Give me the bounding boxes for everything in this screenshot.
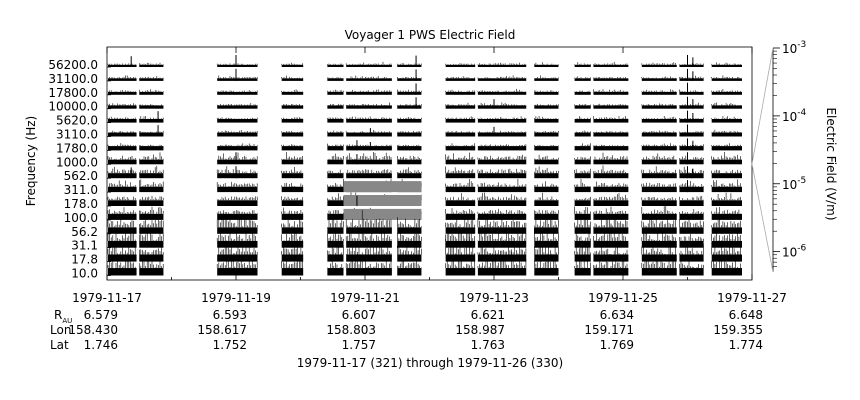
x-tick-label: 1979-11-23 [459,291,529,305]
x-axis: 1979-11-17 1979-11-19 1979-11-21 1979-11-23… [72,47,787,305]
ephemeris-value: 6.621 [471,308,505,322]
y-tick-label: 56200.0 [48,58,98,72]
y2-tick-label: 10-3 [782,40,806,56]
y2-axis-label: Electric Field (V/m) [824,107,838,220]
y2-axis: 10-3 10-4 10-5 10-6 [751,40,807,273]
channel-trace-10000_0 [107,102,742,109]
x-tick-label: 1979-11-17 [72,291,142,305]
y-tick-label: 17.8 [71,253,98,267]
channel-trace-178_0 [107,192,742,206]
ephemeris-value: 6.634 [600,308,634,322]
gray-band-100_0 [343,208,422,220]
ephemeris-value: 159.171 [584,323,634,337]
date-range-caption: 1979-11-17 (321) through 1979-11-26 (330… [297,356,563,370]
ephemeris-value: 159.355 [713,323,763,337]
ephemeris-value: 1.774 [729,338,763,352]
channel-trace-3110_0 [107,129,742,137]
y-tick-label: 31100.0 [48,72,98,86]
channel-trace-56200_0 [107,61,742,67]
y-tick-label: 562.0 [64,169,98,183]
channel-trace-10_0 [107,250,742,276]
channel-trace-31100_0 [107,75,742,81]
chart-title: Voyager 1 PWS Electric Field [345,28,516,42]
x-tick-label: 1979-11-27 [717,291,787,305]
y2-tick-label: 10-4 [782,108,807,124]
ephemeris-value: 158.430 [68,323,118,337]
ephemeris-value: 1.757 [342,338,376,352]
ephemeris-value: 1.746 [84,338,118,352]
y-tick-label: 56.2 [71,225,98,239]
ephemeris-table: RAULonLat6.579158.4301.7466.593158.6171.… [50,308,763,352]
y-tick-label: 3110.0 [56,128,98,142]
y-tick-label: 178.0 [64,197,98,211]
channel-trace-17800_0 [107,88,742,95]
channel-trace-5620_0 [107,116,742,123]
y-tick-label: 10000.0 [48,100,98,114]
channel-trace-31_1 [107,223,742,248]
ephemeris-value: 158.803 [326,323,376,337]
channel-trace-1780_0 [107,143,742,151]
y-axis-tick-labels: 56200.031100.017800.010000.05620.03110.0… [48,58,111,281]
ephemeris-value: 158.987 [455,323,505,337]
x-tick-label: 1979-11-19 [201,291,271,305]
y-tick-label: 311.0 [64,183,98,197]
channel-trace-17_8 [107,236,742,262]
y-tick-label: 10.0 [71,267,98,281]
channel-trace-100_0 [107,206,742,220]
ephemeris-value: 1.752 [213,338,247,352]
ephemeris-value: 6.579 [84,308,118,322]
x-tick-label: 1979-11-21 [330,291,400,305]
ephemeris-value: 6.607 [342,308,376,322]
channel-trace-1000_0 [107,152,742,165]
y-tick-label: 1780.0 [56,141,98,155]
x-tick-label: 1979-11-25 [588,291,658,305]
ephemeris-value: 6.648 [729,308,763,322]
ephemeris-value: 158.617 [197,323,247,337]
y-tick-label: 100.0 [64,211,98,225]
y2-bracket [751,47,774,273]
y-tick-label: 31.1 [71,239,98,253]
plot-area [106,46,753,281]
y-tick-label: 17800.0 [48,86,98,100]
gray-band-178_0 [343,195,422,206]
ephemeris-value: 1.769 [600,338,634,352]
y-axis-label: Frequency (Hz) [24,116,38,207]
y2-tick-label: 10-6 [782,244,807,260]
ephemeris-value: 6.593 [213,308,247,322]
gray-band-311_0 [343,181,422,193]
ephemeris-value: 1.763 [471,338,505,352]
ephemeris-row-label: Lon [50,323,71,337]
ephemeris-row-label: Lat [50,338,69,352]
y-tick-label: 1000.0 [56,155,98,169]
channel-trace-562_0 [107,165,742,179]
channel-trace-311_0 [107,178,742,193]
y-tick-label: 5620.0 [56,114,98,128]
y2-tick-label: 10-5 [782,176,806,192]
